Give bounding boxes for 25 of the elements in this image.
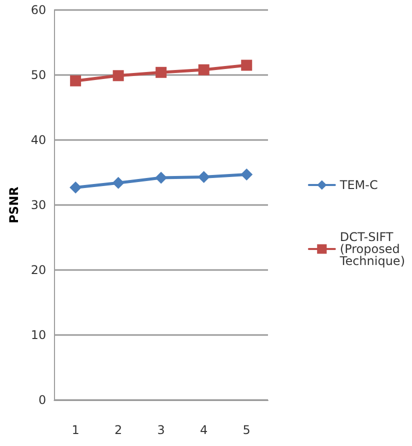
y-tick-label: 60 (30, 3, 46, 17)
y-tick-label: 0 (38, 393, 46, 407)
x-tick-label: 1 (72, 423, 80, 437)
legend-label: DCT-SIFT (Proposed Technique) (338, 230, 406, 268)
x-tick-label: 3 (157, 423, 165, 437)
point (198, 171, 210, 184)
point (240, 168, 253, 180)
point (198, 64, 210, 76)
point (70, 75, 82, 86)
x-tick-label: 5 (242, 423, 250, 437)
point (155, 172, 168, 184)
y-tick-label: 30 (30, 198, 46, 212)
x-tick-label: 4 (200, 423, 208, 437)
point (156, 66, 167, 78)
y-tick-label: 50 (30, 68, 46, 82)
point (70, 181, 82, 194)
point (112, 70, 124, 82)
point (112, 176, 124, 189)
y-tick-label: 20 (30, 263, 46, 277)
x-tick-label: 2 (114, 423, 122, 437)
y-tick-label: 10 (30, 328, 46, 342)
y-tick-label: 40 (30, 133, 46, 147)
legend-label: TEM-C (338, 178, 378, 192)
point (241, 60, 252, 71)
y-axis-title: PSNR (7, 186, 21, 224)
